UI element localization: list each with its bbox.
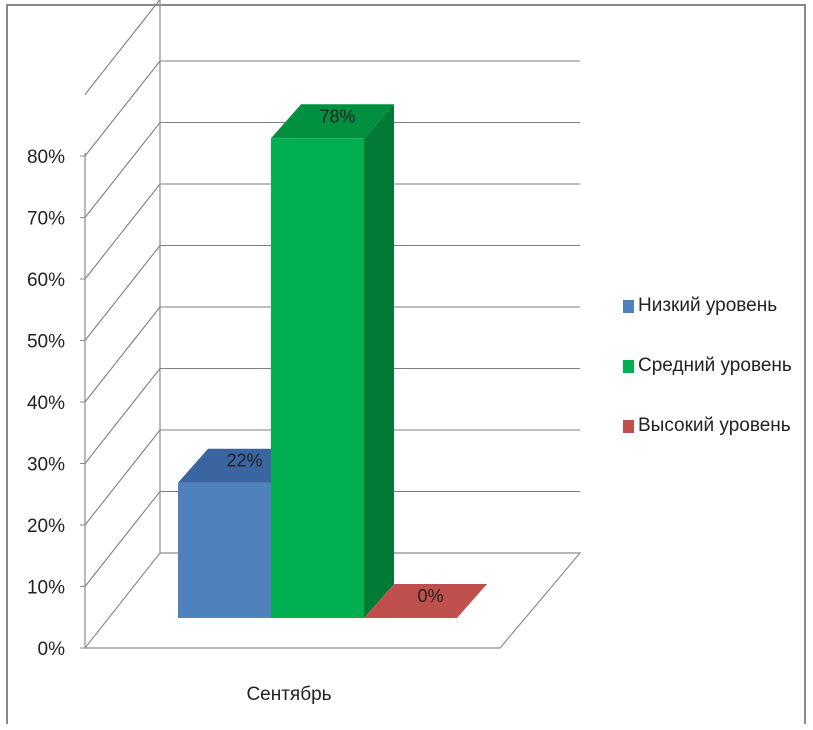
- y-tick-label: 70%: [27, 209, 65, 230]
- gridline: [84, 0, 580, 95]
- y-tick-label: 0%: [38, 639, 66, 660]
- y-tick-label: 10%: [27, 578, 65, 599]
- y-tick-label: 20%: [27, 516, 65, 537]
- legend-label-high: Высокий уровень: [638, 415, 791, 436]
- bar-side: [364, 104, 394, 619]
- legend-swatch-high: [623, 419, 634, 433]
- gridline: [84, 490, 580, 587]
- bars: [178, 104, 487, 619]
- data-label: 78%: [319, 106, 355, 126]
- category-label: Сентябрь: [246, 684, 331, 705]
- y-tick-label: 50%: [27, 332, 65, 353]
- legend-label-low: Низкий уровень: [638, 295, 778, 316]
- floor: [83, 552, 582, 649]
- gridlines: [84, 0, 580, 587]
- y-tick-label: 80%: [27, 147, 65, 168]
- gridline: [84, 306, 580, 403]
- data-label: 22%: [226, 451, 262, 471]
- data-labels: 22% 78% 0%: [226, 106, 443, 606]
- gridline: [84, 429, 580, 526]
- gridline: [84, 244, 580, 341]
- legend: Низкий уровень Средний уровень Высокий у…: [623, 295, 792, 476]
- gridline: [84, 121, 580, 218]
- bar-front: [271, 138, 364, 619]
- data-label: 0%: [417, 586, 443, 606]
- y-tick-label: 30%: [27, 455, 65, 476]
- bar-top: [178, 448, 301, 483]
- y-tick-label: 40%: [27, 393, 65, 414]
- y-tick-label: 60%: [27, 270, 65, 291]
- bar-high: [364, 584, 487, 618]
- gridline: [84, 183, 580, 280]
- bar-front: [178, 482, 271, 618]
- bar-top: [364, 584, 487, 618]
- gridline: [84, 60, 580, 157]
- y-axis-ticks: 0% 10% 20% 30% 40% 50% 60% 70% 80%: [27, 147, 85, 660]
- bar-top: [271, 104, 394, 139]
- legend-swatch-low: [623, 299, 634, 313]
- bar-medium: [271, 104, 394, 619]
- gridline: [84, 367, 580, 464]
- legend-item-high: Высокий уровень: [623, 415, 792, 436]
- legend-item-low: Низкий уровень: [623, 295, 792, 316]
- legend-swatch-medium: [623, 359, 634, 373]
- legend-item-medium: Средний уровень: [623, 355, 792, 376]
- legend-label-medium: Средний уровень: [638, 355, 792, 376]
- chart-walls: [83, 0, 582, 649]
